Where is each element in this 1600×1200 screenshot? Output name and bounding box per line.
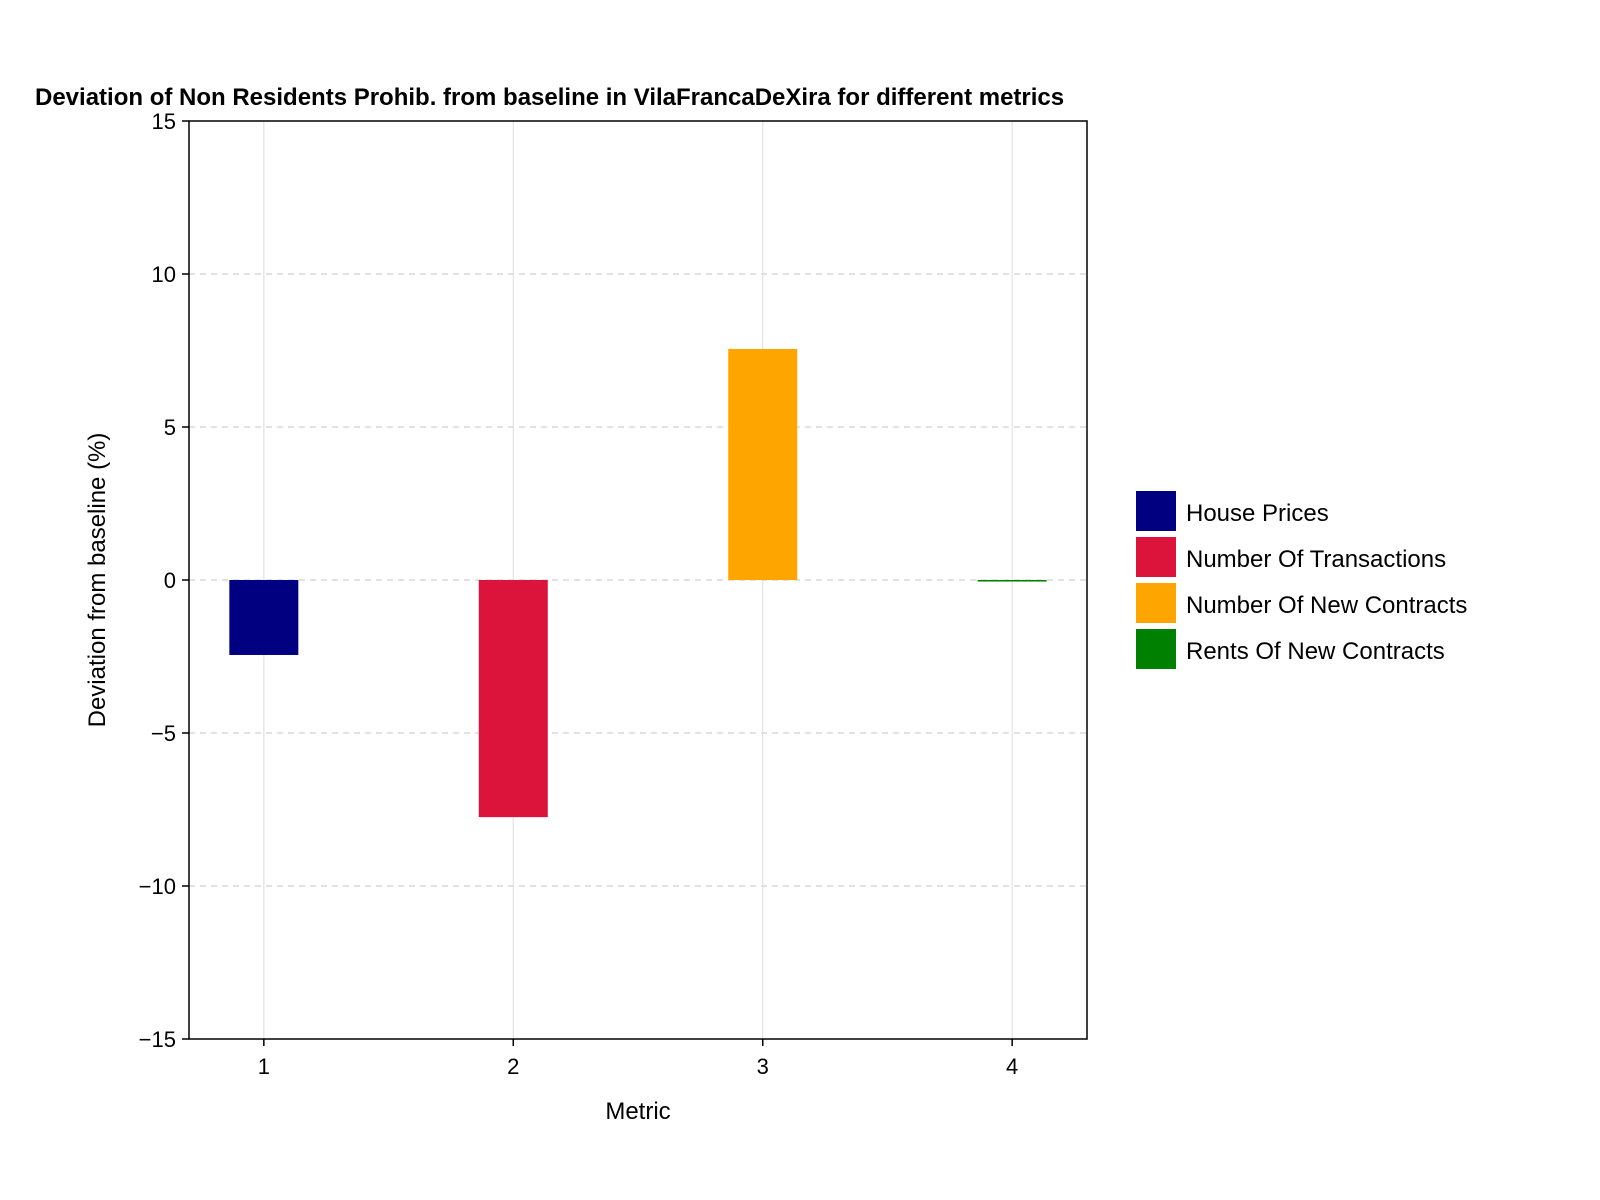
x-tick-label: 2 [507, 1054, 519, 1079]
x-axis-label: Metric [605, 1098, 670, 1125]
chart-title: Deviation of Non Residents Prohib. from … [35, 84, 1064, 111]
bars [229, 348, 1047, 818]
y-tick-label: 5 [164, 415, 176, 440]
y-tick-label: 15 [152, 109, 176, 134]
x-tick-label: 1 [258, 1054, 270, 1079]
legend: House Prices Number Of Transactions Number… [1136, 491, 1467, 669]
legend-swatch-3 [1136, 583, 1176, 623]
legend-label-2: Number Of Transactions [1186, 546, 1446, 573]
grid-lines [189, 121, 1087, 1039]
bar-4 [977, 580, 1047, 582]
y-tick-label: 0 [164, 568, 176, 593]
x-tick-label: 4 [1006, 1054, 1018, 1079]
y-tick-label: −15 [139, 1027, 176, 1052]
legend-swatch-4 [1136, 629, 1176, 669]
y-axis-ticks: −15 −10 −5 0 5 10 15 [139, 109, 189, 1052]
legend-label-4: Rents Of New Contracts [1186, 638, 1445, 665]
legend-swatch-2 [1136, 537, 1176, 577]
y-tick-label: −5 [151, 721, 176, 746]
y-tick-label: 10 [152, 262, 176, 287]
x-axis-ticks: 1 2 3 4 [258, 1039, 1018, 1079]
legend-label-3: Number Of New Contracts [1186, 592, 1467, 619]
bar-3 [728, 348, 798, 580]
x-tick-label: 3 [757, 1054, 769, 1079]
y-axis-label: Deviation from baseline (%) [84, 433, 111, 728]
bar-2 [478, 580, 548, 818]
y-tick-label: −10 [139, 874, 176, 899]
bar-1 [229, 580, 299, 655]
legend-swatch-1 [1136, 491, 1176, 531]
legend-label-1: House Prices [1186, 500, 1329, 527]
